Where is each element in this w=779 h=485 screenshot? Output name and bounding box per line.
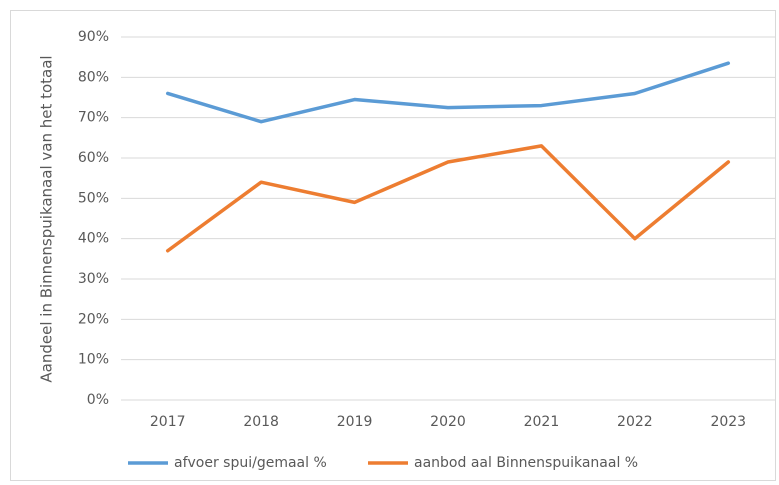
y-tick-label: 70% bbox=[78, 110, 109, 126]
x-tick-label: 2021 bbox=[524, 414, 560, 430]
x-tick-label: 2023 bbox=[710, 414, 746, 430]
y-tick-label: 80% bbox=[78, 69, 109, 85]
series-line bbox=[165, 61, 731, 124]
chart-border bbox=[10, 10, 776, 481]
x-tick-label: 2018 bbox=[243, 414, 279, 430]
y-tick-label: 0% bbox=[87, 392, 109, 408]
x-tick-label: 2020 bbox=[430, 414, 466, 430]
series-line bbox=[165, 144, 731, 253]
y-tick-label: 40% bbox=[78, 231, 109, 247]
y-tick-label: 50% bbox=[78, 190, 109, 206]
legend-label: afvoer spui/gemaal % bbox=[174, 455, 327, 471]
x-tick-label: 2019 bbox=[337, 414, 373, 430]
y-axis-label: Aandeel in Binnenspuikanaal van het tota… bbox=[38, 55, 56, 382]
legend-label: aanbod aal Binnenspuikanaal % bbox=[414, 455, 638, 471]
y-tick-label: 90% bbox=[78, 29, 109, 45]
x-tick-label: 2017 bbox=[150, 414, 186, 430]
y-tick-label: 30% bbox=[78, 271, 109, 287]
y-tick-label: 10% bbox=[78, 352, 109, 368]
y-tick-label: 20% bbox=[78, 311, 109, 327]
x-tick-label: 2022 bbox=[617, 414, 653, 430]
y-tick-label: 60% bbox=[78, 150, 109, 166]
